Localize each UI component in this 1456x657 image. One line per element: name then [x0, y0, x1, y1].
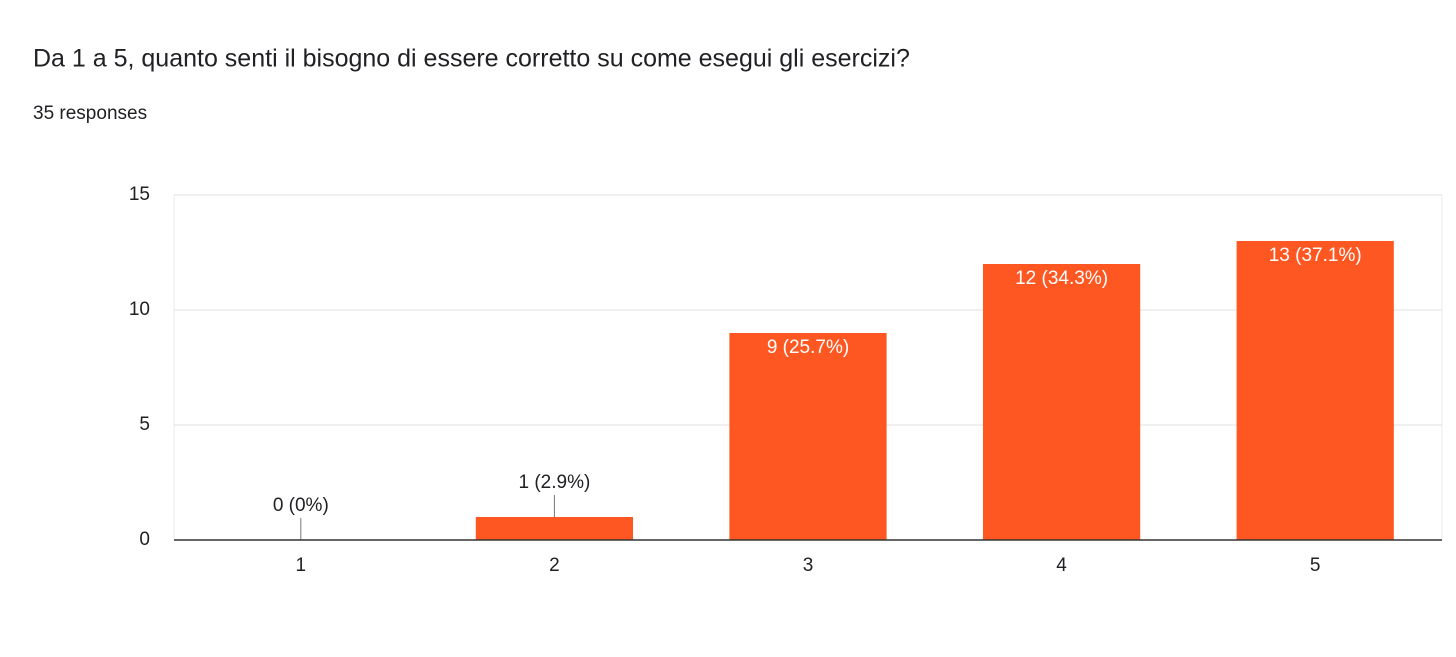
- x-tick-label: 1: [296, 555, 307, 576]
- y-tick-label: 5: [139, 414, 150, 435]
- bar: [982, 264, 1141, 540]
- data-label: 9 (25.7%): [767, 337, 849, 358]
- x-tick-label: 3: [803, 555, 814, 576]
- chart-title: Da 1 a 5, quanto senti il bisogno di ess…: [33, 45, 910, 73]
- x-tick-label: 4: [1056, 555, 1067, 576]
- data-label: 0 (0%): [273, 495, 329, 516]
- x-tick-label: 2: [549, 555, 560, 576]
- data-label: 12 (34.3%): [1015, 268, 1108, 289]
- bar: [475, 517, 634, 540]
- bar: [1236, 241, 1394, 540]
- y-tick-label: 0: [139, 529, 150, 550]
- data-label: 1 (2.9%): [518, 472, 590, 493]
- x-tick-label: 5: [1310, 555, 1321, 576]
- chart-subtitle: 35 responses: [33, 103, 147, 124]
- y-tick-label: 10: [129, 299, 150, 320]
- data-label: 13 (37.1%): [1269, 245, 1362, 266]
- bar: [729, 333, 887, 540]
- y-tick-label: 15: [129, 184, 150, 205]
